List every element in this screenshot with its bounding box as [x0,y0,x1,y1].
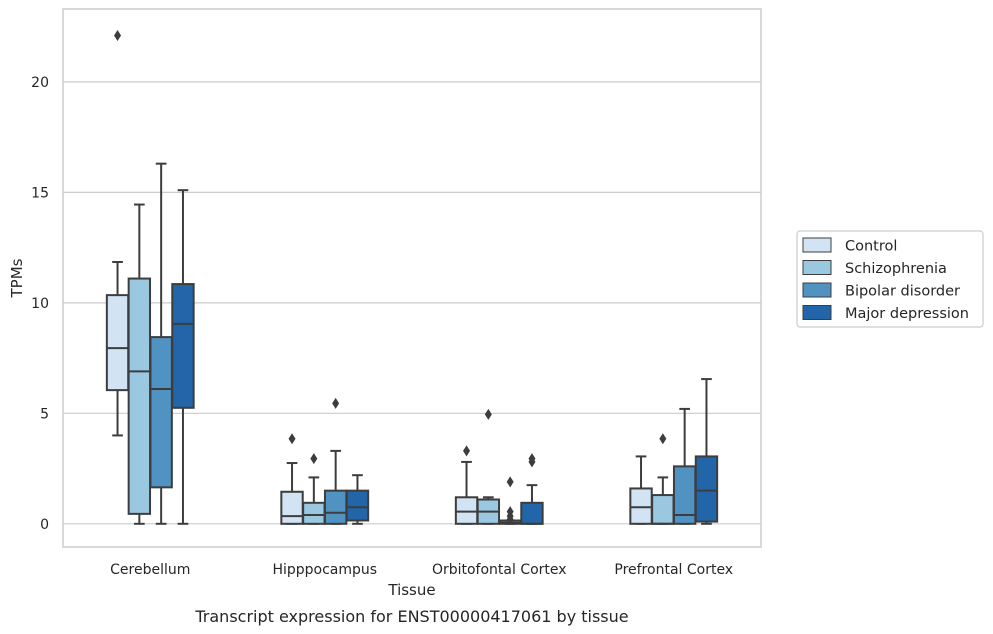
box-3-3 [694,378,719,525]
y-tick-label: 20 [31,75,49,91]
x-axis-label: Tissue [387,581,435,599]
y-tick-label: 5 [40,406,49,422]
x-tick-label: Cerebellum [110,562,190,578]
box-1-1 [302,453,326,525]
box-body [520,501,544,525]
box-body [105,294,130,392]
outlier-point [484,408,492,420]
legend-label: Schizophrenia [845,261,947,277]
legend-swatch [802,305,832,320]
outlier-point [506,506,514,518]
x-tick-label: Orbitofontal Cortex [432,562,567,578]
outlier-point [528,453,536,465]
chart-caption: Transcript expression for ENST0000041706… [194,607,628,626]
box-2-3 [520,453,544,525]
box-body [694,455,719,523]
box-0-0 [105,30,130,437]
y-tick-label: 15 [31,185,49,201]
legend-label: Control [845,239,897,255]
outlier-point [310,453,318,465]
box-0-2 [149,162,173,525]
box-body [280,490,304,525]
y-axis-label: TPMs [8,258,26,298]
y-tick-labels: 0 5 10 15 20 [31,75,49,533]
x-tick-label: Hipppocampus [272,562,377,578]
box-body [629,487,653,525]
legend-swatch [802,237,832,253]
x-tick-labels: Cerebellum Hipppocampus Orbitofontal Corte… [110,562,733,578]
box-body [345,489,370,522]
outlier-point [332,397,340,409]
legend: Control Schizophrenia Bipolar disorder Majo… [796,230,984,328]
box-body [302,501,326,525]
outlier-point [463,445,471,457]
outlier-point [659,433,667,445]
box-0-3 [171,189,195,525]
y-tick-label: 10 [31,296,49,312]
box-body [651,494,675,525]
legend-swatch [802,282,832,298]
legend-box [796,230,984,328]
box-body [454,496,479,525]
x-tick-label: Prefrontal Cortex [614,562,733,578]
box-body [127,277,152,515]
box-2-0 [454,445,479,525]
plot-marks [105,30,719,525]
legend-label: Major depression [845,306,969,322]
box-body [323,489,348,525]
box-2-1 [476,408,501,525]
outlier-point [114,30,122,42]
box-body [171,283,195,409]
outlier-point [506,476,514,488]
box-1-2 [323,397,348,525]
outlier-point [288,433,296,445]
box-body [149,336,173,489]
box-3-2 [672,407,697,525]
legend-label: Bipolar disorder [845,284,960,300]
legend-swatch [802,260,832,275]
plot-frame [62,8,762,548]
y-tick-label: 0 [40,517,49,533]
box-1-3 [345,474,370,525]
